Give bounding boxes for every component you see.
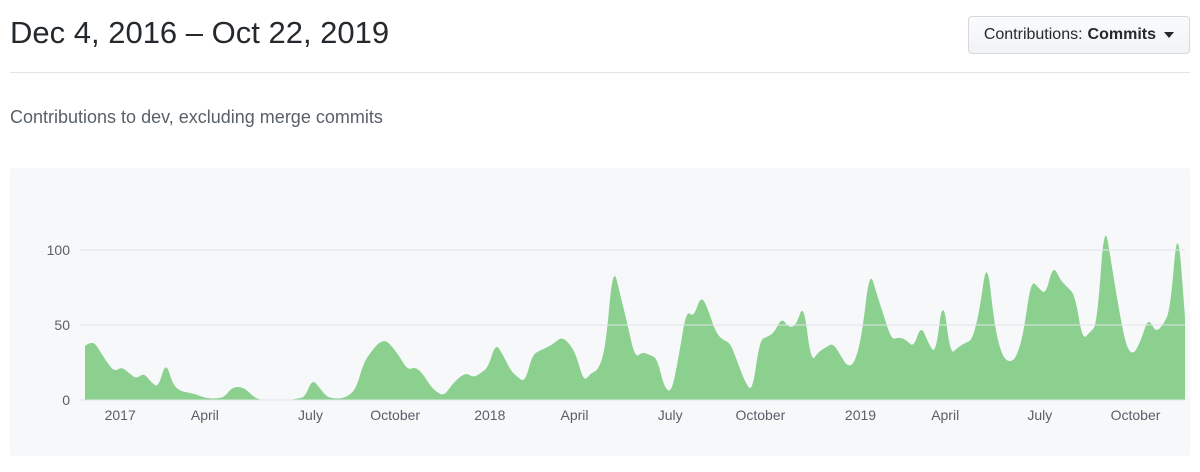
x-tick-label: 2019 [845, 407, 876, 423]
x-tick-label: 2018 [474, 407, 505, 423]
x-tick-label: July [298, 407, 323, 423]
contributions-area [85, 235, 1185, 400]
dropdown-selected-value: Commits [1087, 26, 1156, 43]
contributions-filter-dropdown[interactable]: Contributions: Commits [967, 16, 1190, 54]
x-tick-label: October [735, 407, 785, 423]
x-tick-label: 2017 [105, 407, 136, 423]
date-range-title: Dec 4, 2016 – Oct 22, 2019 [10, 15, 390, 50]
contributions-graph[interactable]: 0 50 100 2017 April July October 2018 April July O… [10, 168, 1190, 456]
x-tick-label: April [931, 407, 959, 423]
page-header: Dec 4, 2016 – Oct 22, 2019 Contributions… [10, 12, 1190, 73]
x-tick-label: April [191, 407, 219, 423]
caret-down-icon [1164, 32, 1174, 38]
x-tick-label: July [1027, 407, 1052, 423]
dropdown-label: Contributions: [983, 26, 1083, 43]
x-tick-label: October [370, 407, 420, 423]
y-tick-label: 100 [47, 242, 71, 258]
contributions-chart-svg: 0 50 100 2017 April July October 2018 April July O… [47, 235, 1185, 423]
x-tick-label: October [1111, 407, 1161, 423]
contributions-page: Dec 4, 2016 – Oct 22, 2019 Contributions… [10, 12, 1190, 456]
y-tick-label: 0 [62, 392, 70, 408]
chart-subtitle: Contributions to dev, excluding merge co… [10, 107, 383, 127]
x-tick-label: April [560, 407, 588, 423]
x-tick-label: July [658, 407, 683, 423]
y-tick-label: 50 [54, 317, 70, 333]
